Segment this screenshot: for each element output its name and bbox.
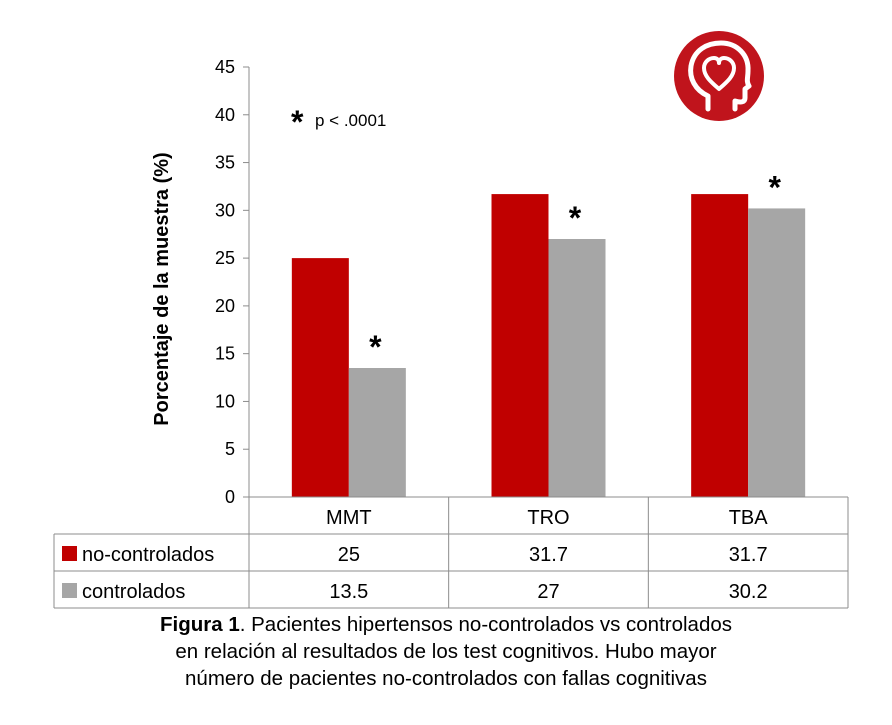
y-tick-label: 5 [225, 439, 235, 459]
y-tick-label: 45 [215, 57, 235, 77]
y-axis: 0 5 10 15 20 25 30 35 40 45 [215, 57, 250, 507]
legend-label-no-controlados: no-controlados [82, 544, 214, 566]
bar-controlados-TRO [548, 239, 606, 497]
significance-legend-marker: * [291, 104, 304, 140]
head-heart-icon [674, 31, 764, 121]
y-tick-label: 40 [215, 105, 235, 125]
x-tick-label: TBA [729, 507, 769, 529]
y-tick-label: 35 [215, 153, 235, 173]
significance-marker: * [768, 169, 781, 205]
x-tick-label: TRO [527, 507, 569, 529]
bar-no-controlados-TRO [491, 194, 549, 498]
y-tick-label: 25 [215, 248, 235, 268]
logo-head-outline [688, 40, 752, 112]
y-tick-label: 10 [215, 391, 235, 411]
x-tick-label: MMT [326, 507, 372, 529]
figure-caption: Figura 1. Pacientes hipertensos no-contr… [0, 611, 892, 692]
data-table: MMT TRO TBA no-controlados 25 31.7 31.7 control… [53, 496, 849, 609]
table-cell: 13.5 [329, 581, 368, 603]
bar-no-controlados-TBA [691, 194, 749, 498]
significance-legend: * p < .0001 [291, 104, 386, 140]
table-cell: 27 [537, 581, 559, 603]
table-cell: 30.2 [729, 581, 768, 603]
table-cell: 31.7 [529, 544, 568, 566]
bar-no-controlados-MMT [291, 258, 349, 497]
table-cell: 31.7 [729, 544, 768, 566]
bar-controlados-MMT [348, 368, 406, 497]
table-cell: 25 [338, 544, 360, 566]
y-tick-label: 20 [215, 296, 235, 316]
legend-swatch-controlados [62, 583, 77, 598]
caption-line-3: número de pacientes no-controlados con f… [185, 667, 707, 690]
y-tick-label: 15 [215, 344, 235, 364]
caption-line-1: Figura 1. Pacientes hipertensos no-contr… [0, 611, 892, 638]
caption-figure-label: Figura 1 [159, 613, 240, 636]
significance-marker: * [569, 200, 582, 236]
significance-marker: * [369, 329, 382, 365]
bar-controlados-TBA [748, 208, 806, 497]
caption-line-2: en relación al resultados de los test co… [175, 640, 717, 663]
caption-text-1: . Pacientes hipertensos no-controlados v… [239, 613, 733, 636]
bars [291, 194, 806, 498]
y-axis-title: Porcentaje de la muestra (%) [151, 152, 173, 425]
legend-label-controlados: controlados [82, 581, 185, 603]
legend-swatch-no-controlados [62, 546, 77, 561]
y-tick-label: 30 [215, 200, 235, 220]
significance-legend-text: p < .0001 [315, 111, 386, 130]
significance-markers: * * * [369, 169, 781, 365]
logo-heart [702, 56, 736, 91]
y-tick-label: 0 [225, 487, 235, 507]
